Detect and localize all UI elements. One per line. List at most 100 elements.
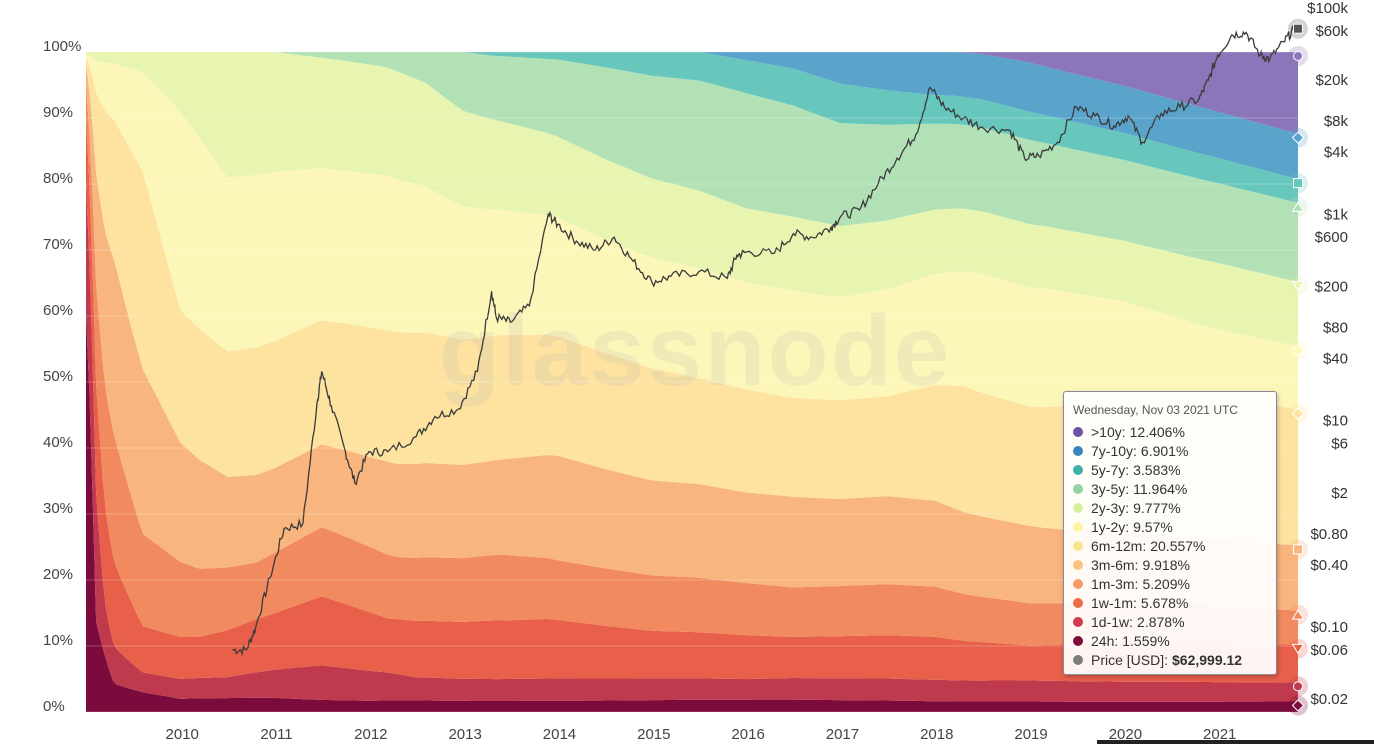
- price-tick-label: $20k: [1315, 72, 1348, 89]
- tooltip-label: 2y-3y:: [1091, 499, 1130, 516]
- band-3m-6m: [86, 63, 1298, 611]
- end-marker->10y: [1288, 46, 1308, 66]
- end-marker-3m-6m: [1288, 539, 1308, 560]
- bottom-edge-bar: [1097, 740, 1374, 744]
- price-line: [232, 24, 1298, 657]
- glassnode-watermark: glassnode: [439, 295, 952, 407]
- price-tick-label: $0.40: [1310, 557, 1348, 574]
- y-tick-label: 60%: [43, 302, 73, 319]
- data-tooltip: Wednesday, Nov 03 2021 UTC >10y: 12.406% 7…: [1063, 391, 1277, 675]
- legend-dot-icon: [1073, 464, 1083, 475]
- tooltip-rows: >10y: 12.406% 7y-10y: 6.901% 5y-7y: 3.583% 3y-…: [1073, 422, 1267, 669]
- y-tick-label: 50%: [43, 368, 73, 385]
- tooltip-value: 2.878%: [1137, 613, 1185, 630]
- price-tick-label: $80: [1323, 319, 1348, 336]
- tooltip-label: 1y-2y:: [1091, 518, 1130, 535]
- legend-dot-icon: [1073, 635, 1083, 646]
- x-tick-label: 2012: [354, 726, 387, 743]
- tooltip-value: 9.57%: [1133, 518, 1173, 535]
- tooltip-value: 11.964%: [1133, 480, 1188, 497]
- tooltip-label: >10y:: [1091, 423, 1126, 440]
- band-3y-5y: [86, 52, 1298, 282]
- price-line-layer: [232, 24, 1298, 657]
- band-6m-12m: [86, 57, 1298, 546]
- legend-dot-icon: [1073, 521, 1083, 532]
- end-marker-3y-5y: [1288, 196, 1308, 217]
- y-tick-label: 90%: [43, 104, 73, 121]
- y-tick-label: 10%: [43, 632, 73, 649]
- legend-dot-icon: [1073, 654, 1083, 665]
- tooltip-row: 1w-1m: 5.678%: [1073, 593, 1267, 612]
- end-marker-24h: [1288, 695, 1308, 716]
- tooltip-value: 6.901%: [1140, 442, 1189, 459]
- price-tick-label: $1k: [1324, 206, 1349, 223]
- legend-dot-icon: [1073, 597, 1083, 608]
- tooltip-row: Price [USD]: $62,999.12: [1073, 650, 1267, 669]
- x-tick-label: 2018: [920, 726, 953, 743]
- band-1m-3m: [86, 83, 1298, 646]
- tooltip-value: 5.678%: [1140, 594, 1189, 611]
- legend-dot-icon: [1073, 483, 1083, 494]
- x-tick-label: 2013: [448, 726, 481, 743]
- tooltip-label: 3y-5y:: [1091, 480, 1130, 497]
- tooltip-label: 24h:: [1091, 632, 1119, 649]
- tooltip-row: 2y-3y: 9.777%: [1073, 498, 1267, 517]
- x-tick-label: 2015: [637, 726, 670, 743]
- y-axis-right: $100k $60k $20k $8k $4k $1k $600 $200 $80 $40 $10 $…: [1307, 0, 1348, 708]
- price-tick-label: $40: [1323, 351, 1348, 368]
- y-tick-label: 30%: [43, 500, 73, 517]
- legend-dot-icon: [1073, 616, 1083, 627]
- price-tick-label: $200: [1315, 278, 1348, 295]
- end-marker-5y-7y: [1288, 173, 1308, 194]
- tooltip-label: Price [USD]:: [1091, 651, 1169, 668]
- tooltip-value: 20.557%: [1150, 537, 1206, 554]
- price-tick-label: $600: [1315, 229, 1348, 246]
- tooltip-label: 1m-3m:: [1091, 575, 1139, 592]
- x-axis: 2010 2011 2012 2013 2014 2015 2016 2017 2018 2019…: [166, 726, 1237, 743]
- price-tick-label: $8k: [1324, 113, 1349, 130]
- band-5y-7y: [86, 52, 1298, 203]
- y-tick-label: 80%: [43, 170, 73, 187]
- price-tick-label: $4k: [1324, 144, 1349, 161]
- tooltip-label: 1d-1w:: [1091, 613, 1134, 630]
- legend-dot-icon: [1073, 540, 1083, 551]
- tooltip-row: >10y: 12.406%: [1073, 422, 1267, 441]
- band->10y: [86, 52, 1298, 134]
- tooltip-row: 6m-12m: 20.557%: [1073, 536, 1267, 555]
- tooltip-row: 24h: 1.559%: [1073, 631, 1267, 650]
- y-tick-label: 0%: [43, 698, 65, 715]
- x-tick-label: 2019: [1014, 726, 1047, 743]
- y-tick-label: 100%: [43, 38, 81, 55]
- x-tick-label: 2020: [1109, 726, 1142, 743]
- tooltip-row: 3y-5y: 11.964%: [1073, 479, 1267, 498]
- price-tick-label: $0.02: [1310, 691, 1348, 708]
- tooltip-value: 9.777%: [1133, 499, 1181, 516]
- price-tick-label: $6: [1331, 436, 1348, 453]
- end-marker-1m-3m: [1288, 604, 1308, 625]
- legend-dot-icon: [1073, 559, 1083, 570]
- end-marker-1w-1m: [1288, 638, 1308, 659]
- legend-dot-icon: [1073, 502, 1083, 513]
- tooltip-value: 1.559%: [1122, 632, 1170, 649]
- tooltip-row: 7y-10y: 6.901%: [1073, 441, 1267, 460]
- tooltip-row: 1d-1w: 2.878%: [1073, 612, 1267, 631]
- band-2y-3y: [86, 52, 1298, 347]
- y-tick-label: 20%: [43, 566, 73, 583]
- tooltip-label: 6m-12m:: [1091, 537, 1147, 554]
- x-tick-label: 2016: [731, 726, 764, 743]
- tooltip-value: 5.209%: [1142, 575, 1190, 592]
- price-tick-label: $10: [1323, 413, 1348, 430]
- tooltip-row: 5y-7y: 3.583%: [1073, 460, 1267, 479]
- y-tick-label: 70%: [43, 236, 73, 253]
- legend-dot-icon: [1073, 445, 1083, 456]
- end-marker-2y-3y: [1288, 275, 1308, 296]
- tooltip-value: 3.583%: [1133, 461, 1181, 478]
- price-tick-label: $0.80: [1310, 526, 1348, 543]
- tooltip-date: Wednesday, Nov 03 2021 UTC: [1073, 403, 1238, 417]
- y-axis-left: 0% 10% 20% 30% 40% 50% 60% 70% 80% 90% 100%: [43, 38, 1298, 715]
- tooltip-label: 7y-10y:: [1091, 442, 1137, 459]
- x-tick-label: 2017: [826, 726, 859, 743]
- band-7y-10y: [86, 52, 1298, 180]
- legend-dot-icon: [1073, 578, 1083, 589]
